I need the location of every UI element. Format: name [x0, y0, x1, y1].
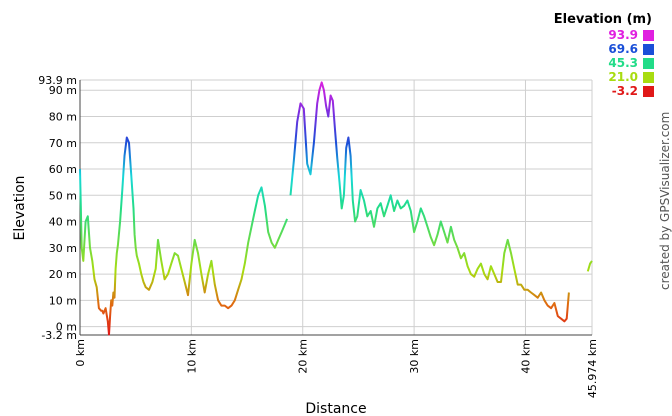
y-axis-label: Elevation: [12, 175, 28, 240]
legend-entry: 21.0: [608, 70, 654, 84]
legend-swatch: [643, 43, 654, 55]
x-tick-label: 30 km: [408, 339, 421, 374]
legend-label: 21.0: [608, 70, 638, 84]
x-axis-label: Distance: [305, 401, 366, 416]
y-tick-label: 50 m: [49, 189, 77, 202]
elevation-series-line: [289, 81, 570, 323]
legend-label: 93.9: [608, 28, 638, 42]
legend-label: -3.2: [611, 84, 638, 98]
legend-swatch: [643, 71, 654, 83]
legend-entry: 45.3: [608, 56, 654, 70]
legend-label: 45.3: [608, 56, 638, 70]
y-tick-label: 10 m: [49, 294, 77, 307]
y-tick-label: 40 m: [49, 216, 77, 229]
y-tick-label: 30 m: [49, 242, 77, 255]
legend-entry: -3.2: [612, 84, 654, 98]
x-tick-label: 0 km: [74, 339, 87, 367]
legend-swatch: [643, 29, 654, 41]
legend-entry: 93.9: [608, 28, 654, 42]
y-tick-label: 80 m: [49, 111, 77, 124]
legend-swatch: [643, 85, 654, 97]
elevation-series-line: [79, 136, 289, 336]
y-tick-label: -3.2 m: [41, 329, 77, 342]
x-tick-label: 45.974 km: [586, 339, 599, 398]
y-tick-label: 90 m: [49, 84, 77, 97]
y-tick-label: 20 m: [49, 268, 77, 281]
y-tick-label: 70 m: [49, 137, 77, 150]
y-tick-label: 60 m: [49, 163, 77, 176]
y-tick-label: 93.9 m: [38, 74, 77, 87]
legend-label: 69.6: [608, 42, 638, 56]
y-tick-label: 0 m: [56, 321, 77, 334]
legend-entry: 69.6: [608, 42, 654, 56]
x-tick-label: 40 km: [519, 339, 532, 374]
legend-title: Elevation (m): [553, 12, 652, 27]
credit-text: created by GPSVisualizer.com: [658, 111, 672, 290]
x-tick-label: 20 km: [297, 339, 310, 374]
elevation-series-line: [586, 260, 593, 272]
legend-swatch: [643, 57, 654, 69]
x-tick-label: 10 km: [185, 339, 198, 374]
